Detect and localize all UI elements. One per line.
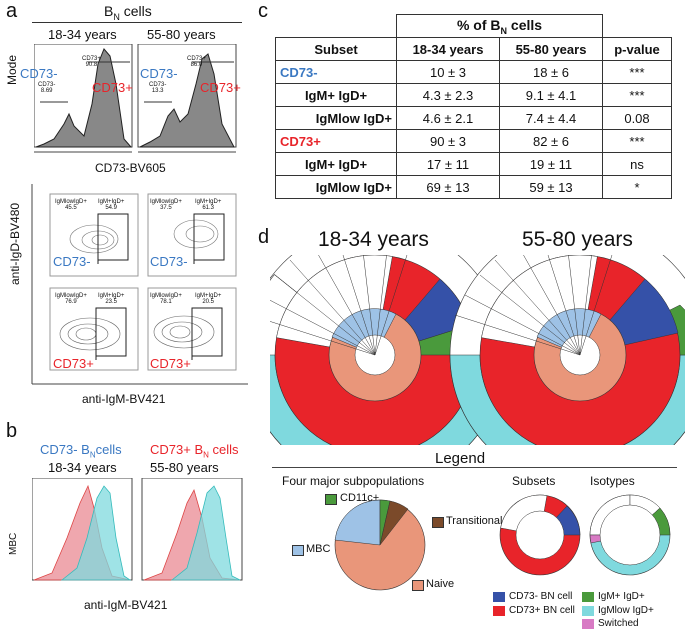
table-header-top: % of BN cells xyxy=(396,14,603,38)
subset-ring xyxy=(499,494,581,576)
key-swatch-switched xyxy=(582,619,594,629)
panel-b-xaxis: anti-IgM-BV421 xyxy=(84,598,168,612)
cd11c-swatch xyxy=(325,494,337,505)
key-label-cd73neg: CD73- BN cell xyxy=(509,591,573,602)
table-row: CD73- 10 ± 3 18 ± 6 *** xyxy=(275,60,672,84)
mode-axis-label: Mode xyxy=(5,54,19,85)
dot1-left: IgMlowIgD+ 45.5 xyxy=(55,199,87,211)
naive-label: Naive xyxy=(426,578,455,590)
col-subset: Subset xyxy=(275,37,397,61)
naive-swatch xyxy=(412,580,424,591)
sunburst-old xyxy=(449,255,685,445)
hist2-pos-val: CD73+ 86.0 xyxy=(187,56,206,68)
table-row: IgM+ IgD+ 17 ± 11 19 ± 11 ns xyxy=(275,152,672,176)
hist1-big-neg: CD73- xyxy=(20,66,58,81)
dot2-tag: CD73- xyxy=(150,254,188,269)
key-swatch-cd73pos xyxy=(493,606,505,616)
sunburst1-title: 18-34 years xyxy=(318,228,429,251)
key-swatch-cd73neg xyxy=(493,592,505,602)
hist2-curve xyxy=(139,53,235,148)
key-swatch-igm xyxy=(582,592,594,602)
legend-subsets: Subsets xyxy=(512,474,556,488)
isotype-ring xyxy=(589,494,671,576)
title-rule xyxy=(32,22,242,23)
dot4-contours xyxy=(153,315,215,349)
table-row: IgMlow IgD+ 69 ± 13 59 ± 13 * xyxy=(275,175,672,199)
igm-histograms xyxy=(32,478,243,581)
cd73-axis-label: CD73-BV605 xyxy=(95,161,166,175)
panel-c-label: c xyxy=(258,0,268,22)
sunburst-young xyxy=(270,255,506,445)
dot1-frame xyxy=(49,193,139,277)
b2-cyan xyxy=(170,485,241,581)
dot2-left: IgMlowIgD+ 37.5 xyxy=(150,199,182,211)
dot1-right: IgM+IgD+ 54.9 xyxy=(98,199,125,211)
dot4-tag: CD73+ xyxy=(150,356,191,371)
igd-axis-label: anti-IgD-BV480 xyxy=(8,202,22,285)
results-table: % of BN cells Subset 18-34 years 55-80 y… xyxy=(275,14,672,199)
dot2-contours xyxy=(173,219,219,249)
panel-a-label: a xyxy=(6,0,18,22)
cd11c-label: CD11c+ xyxy=(340,492,380,504)
dot3-right: IgM+IgD+ 23.5 xyxy=(98,293,125,305)
cd73-histograms xyxy=(34,44,237,153)
dot3-left: IgMlowIgD+ 76.9 xyxy=(55,293,87,305)
table-row: IgMlow IgD+ 4.6 ± 2.1 7.4 ± 4.4 0.08 xyxy=(275,106,672,130)
col-young: 18-34 years xyxy=(396,37,500,61)
dot3-tag: CD73+ xyxy=(53,356,94,371)
panel-b-left-title: CD73- BNcells xyxy=(40,442,122,460)
panel-d-label: d xyxy=(258,226,270,248)
panel-b-right-title: CD73+ BN cells xyxy=(150,442,239,460)
col-pvalue: p-value xyxy=(602,37,672,61)
key-label-switched: Switched xyxy=(598,618,639,629)
hist1-curve xyxy=(35,48,133,148)
group2-label: 55-80 years xyxy=(147,27,216,42)
sunburst2-title: 55-80 years xyxy=(522,228,633,251)
hist2-big-neg: CD73- xyxy=(140,66,178,81)
dot1-tag: CD73- xyxy=(53,254,91,269)
transitional-label: Transitional xyxy=(446,515,503,527)
sunburst-charts xyxy=(270,255,685,445)
key-label-igm: IgM+ IgD+ xyxy=(598,591,645,602)
dot2-right: IgM+IgD+ 61.3 xyxy=(195,199,222,211)
hist1-pos-val: CD73+ 90.8 xyxy=(82,56,101,68)
table-row: IgM+ IgD+ 4.3 ± 2.3 9.1 ± 4.1 *** xyxy=(275,83,672,107)
mbc-swatch xyxy=(292,545,304,556)
b1-cyan xyxy=(60,485,132,581)
col-old: 55-80 years xyxy=(499,37,603,61)
hist1-neg-val: CD73- 8.69 xyxy=(38,82,56,94)
panel-b-label: b xyxy=(6,420,18,442)
legend-rings xyxy=(499,494,671,576)
key-label-igmlow: IgMlow IgD+ xyxy=(598,605,654,616)
dot-plots xyxy=(31,184,248,385)
legend-isotypes: Isotypes xyxy=(590,474,635,488)
panel-b-group1: 18-34 years xyxy=(48,460,117,475)
transitional-swatch xyxy=(432,517,444,528)
hist2-big-pos: CD73+ xyxy=(200,80,241,95)
mbc-axis: MBC xyxy=(8,532,19,555)
hist2-neg-val: CD73- 13.3 xyxy=(149,82,167,94)
igm-axis-label: anti-IgM-BV421 xyxy=(82,392,166,406)
dot4-left: IgMlowIgD+ 78.1 xyxy=(150,293,182,305)
mbc-label: MBC xyxy=(306,543,331,555)
table-row: CD73+ 90 ± 3 82 ± 6 *** xyxy=(275,129,672,153)
hist1-big-pos: CD73+ xyxy=(92,80,133,95)
dot4-right: IgM+IgD+ 20.5 xyxy=(195,293,222,305)
panel-a-title: BN cells xyxy=(104,3,152,22)
group1-label: 18-34 years xyxy=(48,27,117,42)
legend-rule xyxy=(272,467,677,468)
legend-title: Legend xyxy=(435,450,486,467)
panel-b-group2: 55-80 years xyxy=(150,460,219,475)
dot2-frame xyxy=(147,193,237,277)
legend-four: Four major subpopulations xyxy=(282,474,425,488)
legend-pie xyxy=(334,499,426,591)
key-swatch-igmlow xyxy=(582,606,594,616)
key-label-cd73pos: CD73+ BN cell xyxy=(509,605,575,616)
